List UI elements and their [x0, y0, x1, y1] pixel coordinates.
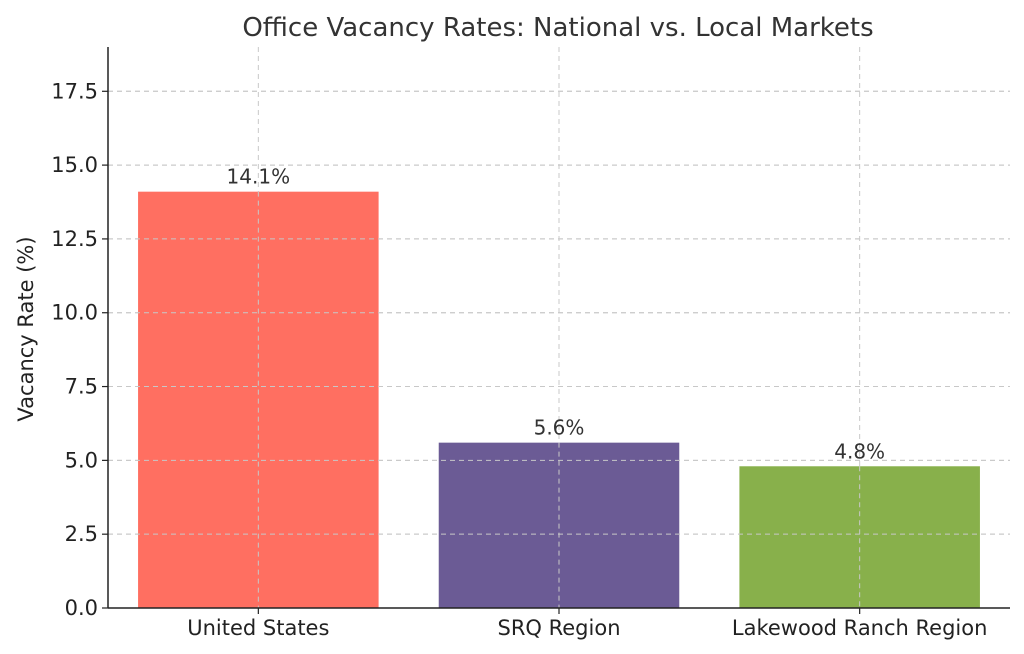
y-tick-label: 2.5: [65, 522, 98, 546]
y-tick-label: 15.0: [51, 153, 98, 177]
bars: [108, 90, 1010, 609]
axes: [102, 47, 1010, 614]
y-tick-label: 10.0: [51, 301, 98, 325]
x-tick-label: United States: [187, 616, 329, 640]
labels: 0.0 2.5 5.0 7.5 10.0 12.5 15.0 17.5 United State…: [51, 79, 987, 640]
y-tick-label: 0.0: [65, 596, 98, 620]
data-label: 5.6%: [534, 416, 585, 440]
y-tick-label: 17.5: [51, 79, 98, 103]
data-label: 14.1%: [227, 165, 291, 189]
x-tick-label: SRQ Region: [497, 616, 620, 640]
y-tick-label: 5.0: [65, 448, 98, 472]
chart-title: Office Vacancy Rates: National vs. Local…: [242, 13, 873, 43]
y-tick-label: 12.5: [51, 227, 98, 251]
y-axis-label: Vacancy Rate (%): [14, 236, 38, 421]
x-tick-label: Lakewood Ranch Region: [732, 616, 988, 640]
y-tick-label: 7.5: [65, 375, 98, 399]
data-label: 4.8%: [834, 439, 885, 463]
